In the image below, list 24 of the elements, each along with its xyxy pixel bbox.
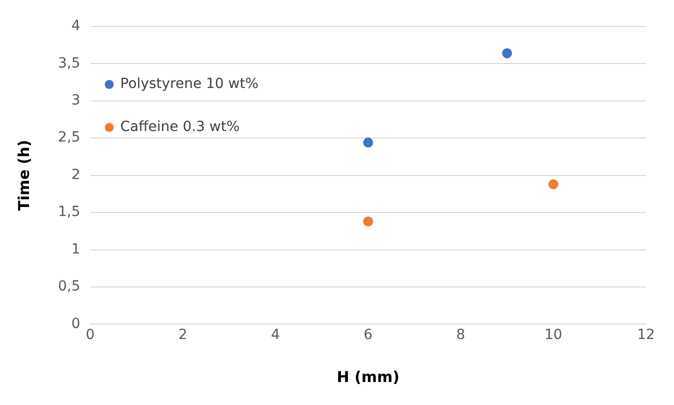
x-tick-label: 6 <box>364 327 373 344</box>
point <box>363 216 374 226</box>
y-tick-label: 1,5 <box>58 204 80 220</box>
point <box>363 138 374 148</box>
point <box>502 48 512 58</box>
x-tick-label: 10 <box>544 327 562 344</box>
y-tick-label: 0,5 <box>58 278 80 295</box>
y-axis-title: Time (h) <box>14 140 33 211</box>
legend-label: Caffeine 0.3 wt% <box>120 119 240 136</box>
point <box>548 179 558 190</box>
x-tick-label: 2 <box>178 327 188 344</box>
x-axis-title: H (mm) <box>336 368 400 386</box>
legend-label: Polystyrene 10 wt% <box>120 76 259 92</box>
x-tick-label: 0 <box>86 327 95 344</box>
y-tick-label: 1 <box>71 241 80 258</box>
y-tick-label: 2 <box>71 166 80 183</box>
x-tick-label: 4 <box>271 327 280 344</box>
x-tick-label: 8 <box>456 327 466 344</box>
y-tick-label: 4 <box>71 18 80 34</box>
y-tick-label: 0 <box>71 316 80 332</box>
y-tick-label: 3,5 <box>58 55 80 72</box>
y-tick-label: 3 <box>71 92 80 108</box>
y-tick-label: 2,5 <box>58 130 80 146</box>
x-tick-label: 12 <box>637 327 655 344</box>
